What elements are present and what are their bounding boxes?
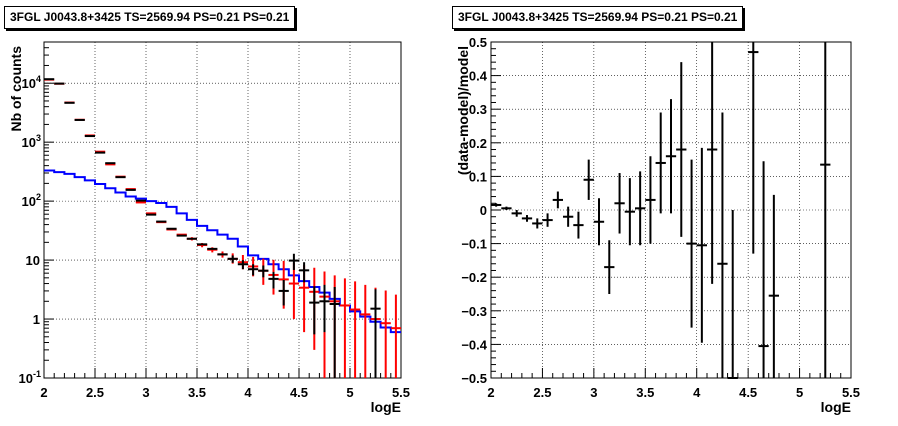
residual-point: [511, 210, 522, 217]
data-point: [268, 271, 279, 289]
residual-point: [686, 159, 697, 328]
x-tick-label: 2: [40, 385, 47, 400]
residual-point: [676, 62, 687, 237]
residual-point: [501, 206, 512, 210]
model-sample-point: [288, 262, 299, 320]
y-tick-label: −0.2: [461, 270, 487, 285]
x-tick-label: 4.5: [739, 385, 757, 400]
residual-point: [521, 215, 533, 222]
x-tick-label: 2: [487, 385, 494, 400]
residual-point: [593, 198, 605, 246]
residual-point: [532, 218, 543, 229]
data-point: [278, 279, 289, 306]
residual-point: [645, 156, 656, 244]
residual-point: [635, 171, 646, 246]
residuals-chart: 2 2.5 3 3.5 4 4.5 5 5.5 −0.5 −0.4 −0.3 −0.2 −0.1 0 0.1…: [455, 35, 860, 415]
residual-point: [758, 161, 769, 378]
residual-point: [768, 194, 779, 378]
y-tick-label: 10-1: [19, 369, 41, 386]
y-tick-label: 0.3: [469, 102, 487, 117]
residual-point: [552, 191, 563, 209]
model-sample-point: [390, 294, 401, 378]
residual-point: [696, 147, 707, 343]
y-tick-label: −0.5: [461, 371, 487, 386]
x-tick-label: 5: [346, 385, 353, 400]
data-point: [329, 286, 340, 378]
left-chart-title: 3FGL J0043.8+3425 TS=2569.94 PS=0.21 PS=…: [4, 6, 296, 29]
y-tick-label: 0.5: [469, 35, 487, 50]
x-tick-label: 3.5: [188, 385, 206, 400]
y-tick-label: 103: [22, 133, 41, 150]
x-tick-label: 3: [142, 385, 149, 400]
residual-point: [563, 206, 574, 227]
x-axis-label: logE: [821, 399, 851, 415]
counts-chart: 2 2.5 3 3.5 4 4.5 5 5.5 10-1 1 10 102 103 104 logE Nb o…: [8, 41, 410, 415]
model-sample-point: [350, 281, 361, 378]
residual-point: [820, 42, 831, 378]
residual-point: [583, 159, 594, 200]
data-point: [299, 262, 310, 283]
plot-frame: [43, 41, 402, 379]
y-axis-label: (data-model)/model: [455, 46, 471, 175]
x-tick-label: 4: [693, 385, 701, 400]
x-tick-label: 5.5: [842, 385, 860, 400]
model-sample-point: [339, 278, 350, 378]
y-tick-label: −0.1: [461, 237, 487, 252]
residual-point: [573, 211, 584, 239]
x-tick-label: 2.5: [86, 385, 104, 400]
x-tick-label: 5: [796, 385, 803, 400]
y-tick-label: 102: [22, 192, 41, 209]
data-point: [319, 284, 330, 333]
x-tick-label: 2.5: [533, 385, 551, 400]
y-tick-label: 0.1: [469, 169, 487, 184]
data-point: [370, 289, 381, 378]
residual-point: [717, 112, 728, 378]
right-chart-title: 3FGL J0043.8+3425 TS=2569.94 PS=0.21 PS=…: [452, 6, 744, 29]
model-step-line: [44, 169, 401, 334]
residual-point: [491, 203, 502, 207]
residual-point: [542, 213, 553, 227]
y-tick-label: 10: [26, 253, 40, 268]
x-tick-label: 3.5: [636, 385, 654, 400]
right-pad: 2 2.5 3 3.5 4 4.5 5 5.5 −0.5 −0.4 −0.3 −0.2 −0.1 0 0.1…: [449, 0, 898, 421]
x-axis-label: logE: [371, 399, 401, 415]
data-point: [237, 260, 248, 270]
data-point: [288, 253, 299, 270]
data-point: [309, 286, 320, 335]
residual-point: [707, 42, 718, 284]
x-tick-label: 5.5: [392, 385, 410, 400]
y-tick-label: 0: [480, 203, 487, 218]
data-point: [227, 255, 238, 263]
residual-point: [727, 210, 738, 379]
data-point: [258, 265, 269, 278]
residual-point: [624, 178, 635, 246]
y-axis-label: Nb of counts: [8, 46, 24, 132]
data-point: [248, 264, 259, 276]
residual-point: [665, 99, 677, 214]
y-tick-label: 0.2: [469, 136, 487, 151]
residual-point: [614, 173, 625, 234]
residual-point: [748, 42, 759, 254]
y-tick-label: −0.3: [461, 304, 487, 319]
x-tick-label: 4: [244, 385, 252, 400]
residual-point: [604, 240, 615, 294]
model-sample-point: [380, 290, 391, 378]
y-tick-label: −0.4: [461, 337, 487, 352]
y-tick-label: 1: [33, 312, 40, 327]
left-pad: 2 2.5 3 3.5 4 4.5 5 5.5 10-1 1 10 102 103 104 logE Nb o…: [0, 0, 449, 421]
y-tick-label: 104: [22, 74, 41, 91]
residual-point: [655, 112, 666, 214]
model-sample-point: [360, 284, 371, 378]
y-tick-label: 0.4: [469, 69, 488, 84]
x-tick-label: 4.5: [290, 385, 308, 400]
x-tick-label: 3: [590, 385, 597, 400]
